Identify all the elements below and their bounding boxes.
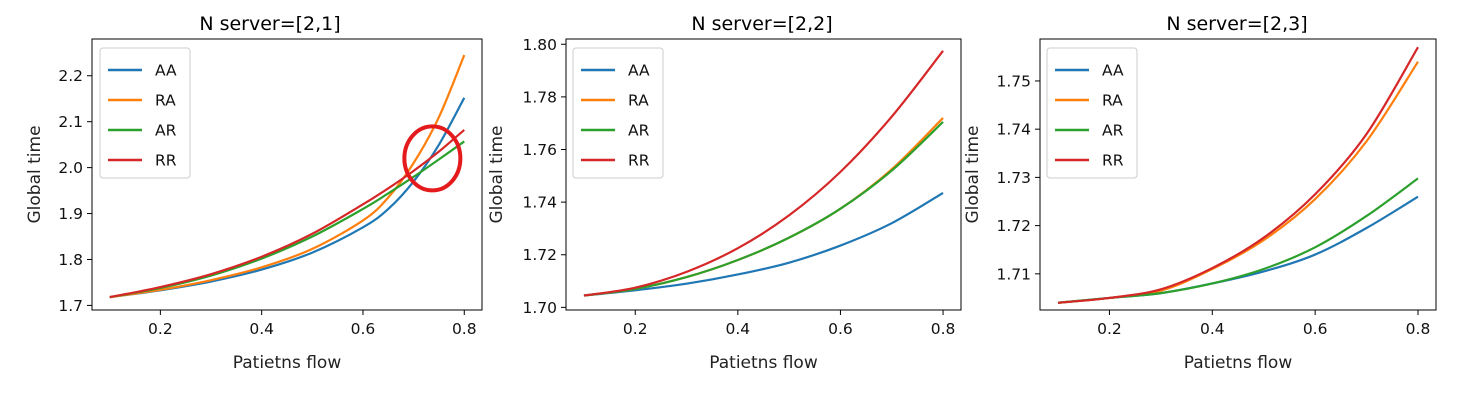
legend-label-rr: RR <box>155 152 177 170</box>
x-tick-label: 0.8 <box>1406 320 1431 338</box>
y-tick-label: 2.2 <box>58 67 83 85</box>
y-axis-label: Global time <box>25 125 45 223</box>
legend-label-aa: AA <box>1102 62 1124 80</box>
y-tick-label: 1.80 <box>522 36 557 54</box>
y-tick-label: 1.9 <box>58 205 83 223</box>
legend-box <box>99 47 191 179</box>
legend-label-ra: RA <box>155 92 176 110</box>
chart-title: N server=[2,3] <box>1166 13 1307 35</box>
x-tick-label: 0.4 <box>249 320 274 338</box>
y-tick-label: 1.7 <box>58 297 83 315</box>
legend-label-ar: AR <box>628 122 650 140</box>
x-tick-label: 0.2 <box>1097 320 1122 338</box>
y-tick-label: 1.8 <box>58 251 83 269</box>
y-tick-label: 1.71 <box>996 265 1031 283</box>
legend-label-rr: RR <box>1102 152 1124 170</box>
series-line-aa <box>1057 195 1419 304</box>
chart-title: N server=[2,2] <box>691 13 832 35</box>
legend: AA RA AR RR <box>1046 47 1138 179</box>
chart-title: N server=[2,1] <box>199 13 340 35</box>
series-line-rr <box>109 129 465 299</box>
legend-box <box>572 47 664 179</box>
series-line-ra <box>109 54 466 299</box>
y-axis-label: Global time <box>487 125 507 223</box>
x-tick-label: 0.8 <box>452 320 477 338</box>
y-tick-label: 1.78 <box>522 88 557 106</box>
chart-panel-1: N server=[2,1] 0.2 0.4 0.6 0.8 1.7 1.8 1.9 2.0 2.… <box>25 13 483 373</box>
x-axis-label: Patietns flow <box>709 353 818 373</box>
legend-label-ra: RA <box>1102 92 1123 110</box>
y-tick-label: 2.0 <box>58 159 83 177</box>
y-tick-label: 1.73 <box>996 169 1031 187</box>
y-tick-label: 1.75 <box>996 72 1031 90</box>
legend: AA RA AR RR <box>99 47 191 179</box>
chart-panel-3: N server=[2,3] 0.2 0.4 0.6 0.8 1.71 1.72 1.73 1.… <box>963 13 1437 373</box>
legend-label-rr: RR <box>628 152 650 170</box>
plot-frame <box>91 38 483 311</box>
x-tick-label: 0.2 <box>148 320 173 338</box>
legend: AA RA AR RR <box>572 47 664 179</box>
x-tick-label: 0.6 <box>351 320 376 338</box>
series-line-ar <box>583 121 944 297</box>
y-tick-label: 1.70 <box>522 299 557 317</box>
legend-label-ar: AR <box>1102 122 1124 140</box>
plot-frame <box>1039 38 1437 311</box>
y-tick-label: 1.74 <box>522 194 557 212</box>
x-tick-label: 0.6 <box>1303 320 1328 338</box>
legend-box <box>1046 47 1138 179</box>
x-axis-label: Patietns flow <box>233 353 342 373</box>
y-tick-label: 1.76 <box>522 141 557 159</box>
legend-label-ar: AR <box>155 122 177 140</box>
legend-label-aa: AA <box>155 62 177 80</box>
series-line-ar <box>1057 177 1419 304</box>
x-axis-label: Patietns flow <box>1184 353 1293 373</box>
x-tick-label: 0.4 <box>1200 320 1225 338</box>
legend-label-ra: RA <box>628 92 649 110</box>
chart-panel-2: N server=[2,2] 0.2 0.4 0.6 0.8 1.70 1.72 1.74 1.… <box>487 13 962 373</box>
x-tick-label: 0.2 <box>623 320 648 338</box>
y-tick-label: 1.72 <box>522 246 557 264</box>
y-tick-label: 1.74 <box>996 121 1031 139</box>
series-line-ar <box>109 140 465 299</box>
y-tick-label: 2.1 <box>58 113 83 131</box>
y-tick-label: 1.72 <box>996 217 1031 235</box>
series-line-aa <box>583 191 944 297</box>
x-tick-label: 0.4 <box>726 320 751 338</box>
x-tick-label: 0.6 <box>828 320 853 338</box>
series-line-rr <box>583 50 944 297</box>
y-axis-label: Global time <box>963 125 983 223</box>
legend-label-aa: AA <box>628 62 650 80</box>
series-line-rr <box>1057 46 1419 304</box>
highlight-circle <box>402 124 463 193</box>
plot-frame <box>565 38 962 311</box>
x-tick-label: 0.8 <box>931 320 956 338</box>
